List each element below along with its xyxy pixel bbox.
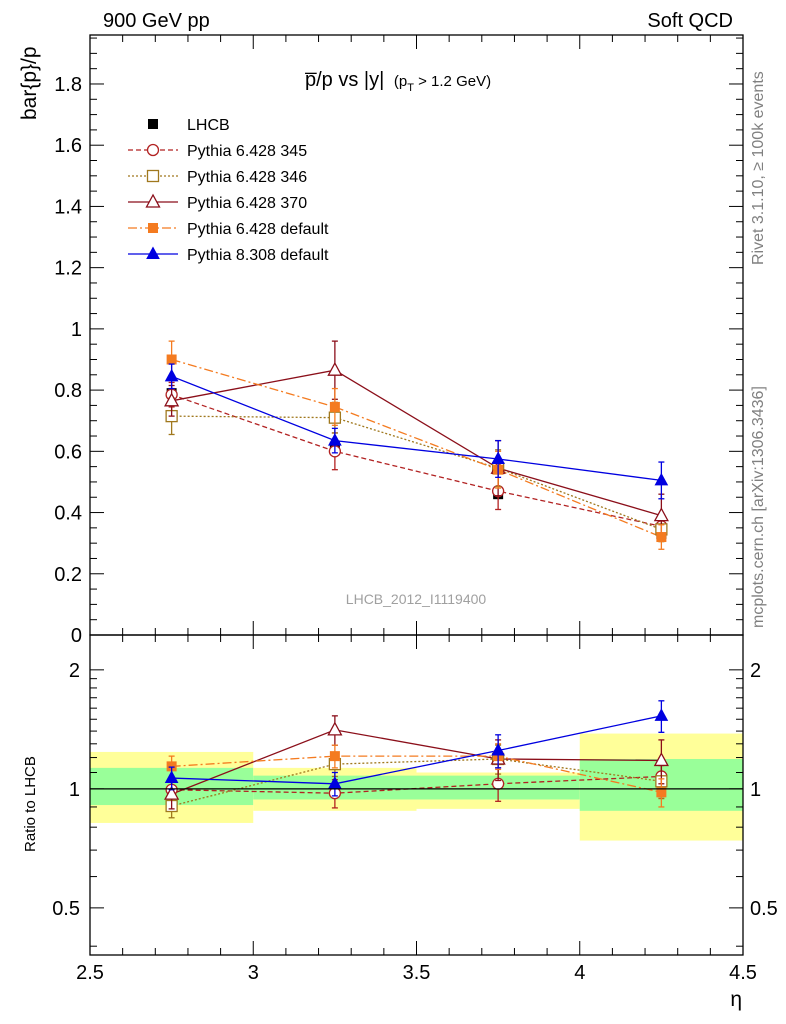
x-tick-label: 4.5 <box>729 962 757 984</box>
ratio-data-point <box>653 752 669 767</box>
ratio-data-point <box>491 743 505 756</box>
series-line <box>171 415 662 530</box>
legend-label-lhcb: LHCB <box>187 117 230 134</box>
x-tick-label: 4 <box>574 962 585 984</box>
y-tick-label: 0.8 <box>54 380 82 402</box>
ratio-data-point <box>164 770 179 784</box>
ratio-data-point <box>164 785 180 800</box>
legend-label: Pythia 6.428 370 <box>187 195 307 212</box>
ratio-tick-label: 1 <box>69 779 80 801</box>
ratio-series-line <box>171 775 662 794</box>
ratio-tick-label-right: 2 <box>750 660 761 682</box>
legend-marker <box>145 193 161 208</box>
legend-label: Pythia 6.428 345 <box>187 143 307 160</box>
y-tick-label: 0 <box>71 625 82 647</box>
ratio-series-line <box>171 715 662 785</box>
data-point <box>328 433 342 446</box>
ratio-tick-label: 2 <box>69 660 80 682</box>
legend-marker <box>146 143 160 157</box>
y-tick-label: 1.6 <box>54 135 82 157</box>
y-tick-label: 1 <box>71 319 82 341</box>
plot-title: p̅/p vs |y| (pT > 1.2 GeV) <box>305 69 491 94</box>
plot-title-cut: (p <box>394 73 407 90</box>
ratio-tick-label-right: 0.5 <box>750 898 778 920</box>
data-point <box>491 451 505 464</box>
series-line <box>171 394 662 527</box>
legend-marker <box>148 223 158 233</box>
legend-label: Pythia 6.428 default <box>187 221 329 238</box>
rivet-version-label: Rivet 3.1.10, ≥ 100k events <box>750 71 767 265</box>
x-tick-label: 3.5 <box>403 962 431 984</box>
plot-title-cut-sub: T <box>407 82 414 94</box>
x-tick-label: 3 <box>248 962 259 984</box>
data-point <box>653 507 669 522</box>
y-tick-label: 1.8 <box>54 74 82 96</box>
ratio-series-line <box>171 755 662 793</box>
ratio-plot-data <box>90 700 743 819</box>
ratio-tick-label-right: 1 <box>750 779 761 801</box>
legend-label: Pythia 8.308 default <box>187 247 329 264</box>
header-right: Soft QCD <box>647 10 733 32</box>
ratio-y-axis-label: Ratio to LHCB <box>22 756 39 852</box>
ratio-data-point <box>654 708 669 721</box>
data-point <box>166 354 177 365</box>
y-axis-label: bar{p}/p <box>18 46 41 120</box>
plot-title-main: p̅/p vs |y| <box>305 69 384 91</box>
data-point <box>654 472 669 486</box>
ratio-series-line <box>171 758 662 807</box>
series-line <box>171 375 662 482</box>
ratio-data-point <box>329 751 340 762</box>
y-tick-label: 1.4 <box>54 196 82 218</box>
data-point <box>164 392 180 407</box>
legend: LHCB Pythia 6.428 345 Pythia 6.428 346 Pyth… <box>128 117 329 264</box>
ratio-data-point <box>656 787 667 798</box>
ratio-series-line <box>171 729 662 795</box>
y-tick-label: 1.2 <box>54 258 82 280</box>
y-tick-label: 0.6 <box>54 441 82 463</box>
analysis-id-label: LHCB_2012_I1119400 <box>346 591 487 607</box>
legend-marker <box>146 246 160 259</box>
series-line <box>171 358 662 538</box>
plot-title-cut-end: > 1.2 GeV) <box>414 73 491 90</box>
mcplots-source-label: mcplots.cern.ch [arXiv:1306.3436] <box>750 386 767 628</box>
data-point <box>327 361 343 376</box>
legend-label: Pythia 6.428 346 <box>187 169 307 186</box>
y-tick-label: 0.2 <box>54 564 82 586</box>
data-point <box>656 532 667 543</box>
legend-marker-lhcb <box>148 119 158 129</box>
header-left: 900 GeV pp <box>103 10 210 32</box>
axes: 2.5 3 3.5 4 4.5 0 0.2 0.4 0.6 0.8 1 1.2 1.4 1.6 1.8 0.5… <box>52 34 778 984</box>
main-plot-data <box>164 340 669 550</box>
series-line <box>171 369 662 517</box>
y-tick-label: 0.4 <box>54 503 82 525</box>
data-point <box>329 401 340 412</box>
ratio-data-point <box>327 721 343 736</box>
x-axis-label: η <box>730 988 742 1011</box>
data-point <box>164 368 179 382</box>
legend-marker <box>146 169 160 183</box>
ratio-tick-label: 0.5 <box>52 898 80 920</box>
x-tick-label: 2.5 <box>76 962 104 984</box>
